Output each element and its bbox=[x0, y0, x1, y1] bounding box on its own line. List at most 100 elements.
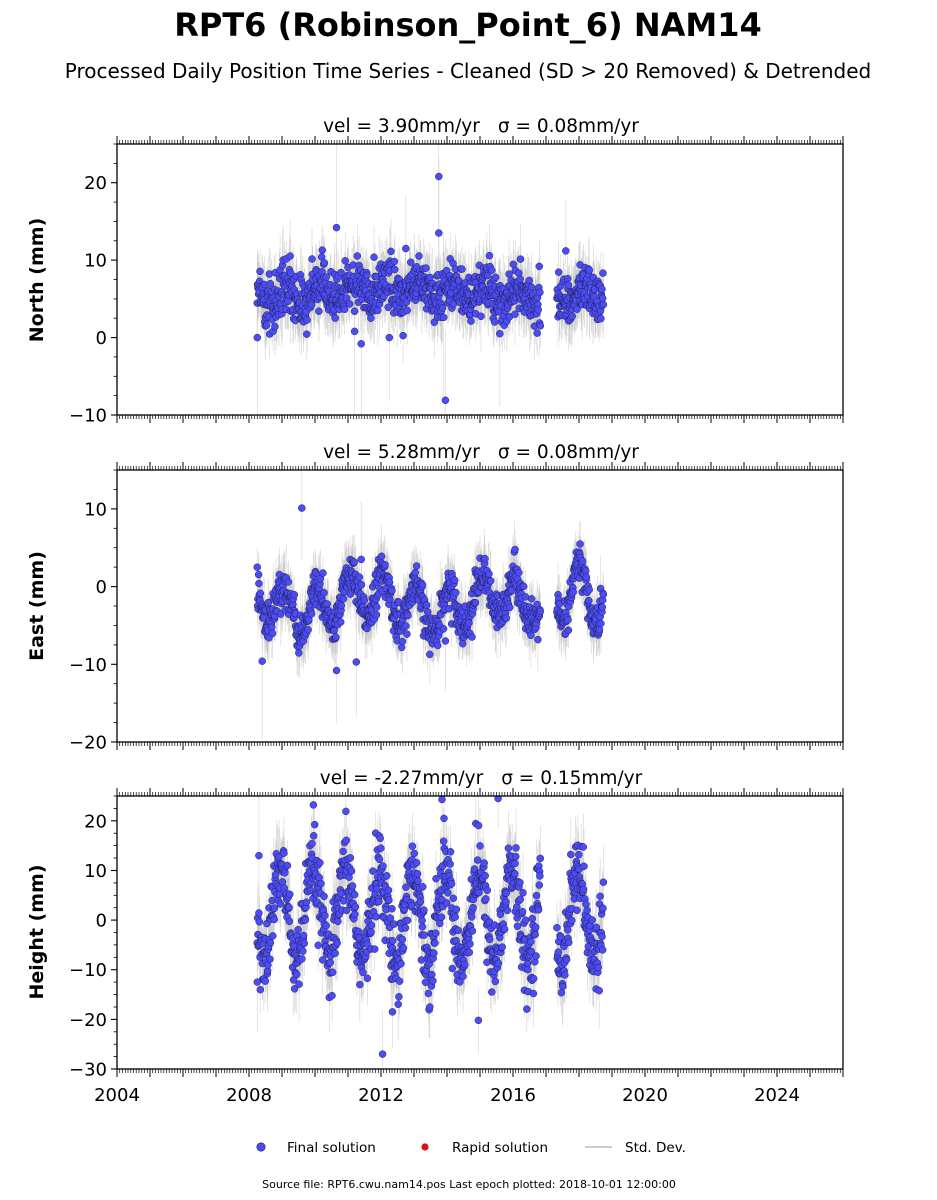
data-point bbox=[398, 637, 407, 646]
y-tick-label: −10 bbox=[69, 655, 107, 676]
data-point bbox=[411, 568, 419, 577]
data-point bbox=[534, 635, 542, 644]
data-point bbox=[350, 558, 358, 566]
data-point bbox=[256, 267, 264, 276]
height-panel: vel = -2.27mm/yr σ = 0.15mm/yr Height (mm… bbox=[26, 768, 844, 1106]
east-panel: vel = 5.28mm/yr σ = 0.08mm/yr East (mm) −… bbox=[26, 442, 844, 754]
data-point bbox=[471, 598, 480, 607]
north-plot-frame bbox=[116, 143, 844, 416]
data-point bbox=[374, 306, 382, 315]
data-point bbox=[377, 552, 386, 561]
north-axis-ticks: −10 0 10 20 bbox=[69, 136, 844, 427]
north-data-points bbox=[253, 172, 608, 405]
data-point bbox=[483, 271, 492, 280]
data-point bbox=[585, 586, 593, 594]
data-point bbox=[439, 625, 448, 633]
y-tick-label: 0 bbox=[96, 328, 107, 349]
y-tick-label: 0 bbox=[96, 577, 107, 598]
data-point bbox=[406, 258, 415, 267]
data-point bbox=[511, 310, 519, 318]
data-point bbox=[331, 314, 339, 322]
data-point bbox=[336, 618, 345, 626]
data-point bbox=[268, 629, 277, 638]
data-point bbox=[576, 540, 584, 548]
data-point bbox=[352, 658, 361, 666]
data-point bbox=[256, 589, 265, 598]
data-point bbox=[357, 340, 365, 348]
data-point bbox=[598, 294, 607, 303]
data-point bbox=[536, 322, 545, 330]
data-point bbox=[564, 281, 573, 289]
data-point bbox=[525, 276, 533, 285]
data-point bbox=[536, 288, 544, 297]
data-point bbox=[303, 316, 311, 324]
data-point bbox=[438, 304, 447, 312]
height-vel-label: vel = -2.27mm/yr bbox=[320, 768, 484, 789]
data-point bbox=[554, 268, 563, 276]
data-point bbox=[564, 616, 572, 624]
data-point bbox=[402, 244, 410, 253]
data-point bbox=[337, 268, 345, 277]
data-point bbox=[496, 329, 504, 338]
data-point bbox=[599, 269, 607, 277]
data-point bbox=[258, 657, 266, 665]
data-point bbox=[385, 333, 394, 342]
data-point bbox=[387, 247, 395, 256]
data-point bbox=[562, 247, 570, 255]
height-sigma-label: σ = 0.15mm/yr bbox=[501, 768, 642, 789]
data-point bbox=[337, 601, 346, 610]
east-axis-label: East (mm) bbox=[26, 551, 48, 661]
data-point bbox=[295, 649, 303, 657]
data-point bbox=[355, 573, 364, 581]
data-point bbox=[253, 333, 262, 342]
data-point bbox=[521, 593, 530, 601]
data-point bbox=[418, 580, 427, 589]
data-point bbox=[390, 257, 399, 266]
east-axis-ticks: −20 −10 0 10 bbox=[69, 462, 844, 754]
data-point bbox=[298, 504, 306, 512]
data-point bbox=[384, 303, 392, 312]
data-point bbox=[403, 306, 411, 315]
data-point bbox=[468, 633, 476, 641]
data-point bbox=[346, 590, 355, 598]
data-point bbox=[363, 271, 371, 280]
north-panel: vel = 3.90mm/yr σ = 0.08mm/yr North (mm) … bbox=[26, 116, 844, 427]
data-point bbox=[516, 275, 524, 283]
east-sigma-label: σ = 0.08mm/yr bbox=[498, 442, 639, 463]
data-point bbox=[320, 259, 329, 267]
data-point bbox=[516, 255, 525, 263]
data-point bbox=[582, 573, 591, 581]
y-tick-label: 10 bbox=[84, 251, 107, 272]
data-point bbox=[481, 554, 489, 563]
height-series bbox=[253, 796, 608, 1069]
data-point bbox=[527, 631, 535, 640]
data-point bbox=[519, 582, 528, 591]
data-point bbox=[435, 172, 443, 181]
data-point bbox=[402, 298, 411, 306]
north-vel-label: vel = 3.90mm/yr bbox=[323, 116, 480, 137]
data-point bbox=[403, 630, 411, 638]
data-point bbox=[350, 327, 359, 336]
y-tick-label: 10 bbox=[84, 499, 107, 520]
data-point bbox=[262, 321, 271, 330]
data-point bbox=[266, 279, 275, 288]
north-axis-label: North (mm) bbox=[26, 218, 48, 343]
data-point bbox=[415, 252, 423, 260]
data-point bbox=[402, 622, 410, 630]
data-point bbox=[535, 262, 544, 271]
data-point bbox=[573, 305, 581, 313]
data-point bbox=[345, 300, 354, 308]
data-point bbox=[350, 307, 359, 316]
data-point bbox=[564, 626, 573, 635]
data-point bbox=[477, 312, 485, 321]
data-point bbox=[290, 590, 299, 599]
data-point bbox=[412, 562, 421, 570]
data-point bbox=[511, 545, 519, 554]
data-point bbox=[451, 588, 460, 597]
data-point bbox=[515, 568, 523, 577]
data-point bbox=[339, 595, 348, 603]
data-point bbox=[485, 570, 493, 578]
data-point bbox=[353, 252, 362, 260]
data-point bbox=[441, 637, 450, 645]
